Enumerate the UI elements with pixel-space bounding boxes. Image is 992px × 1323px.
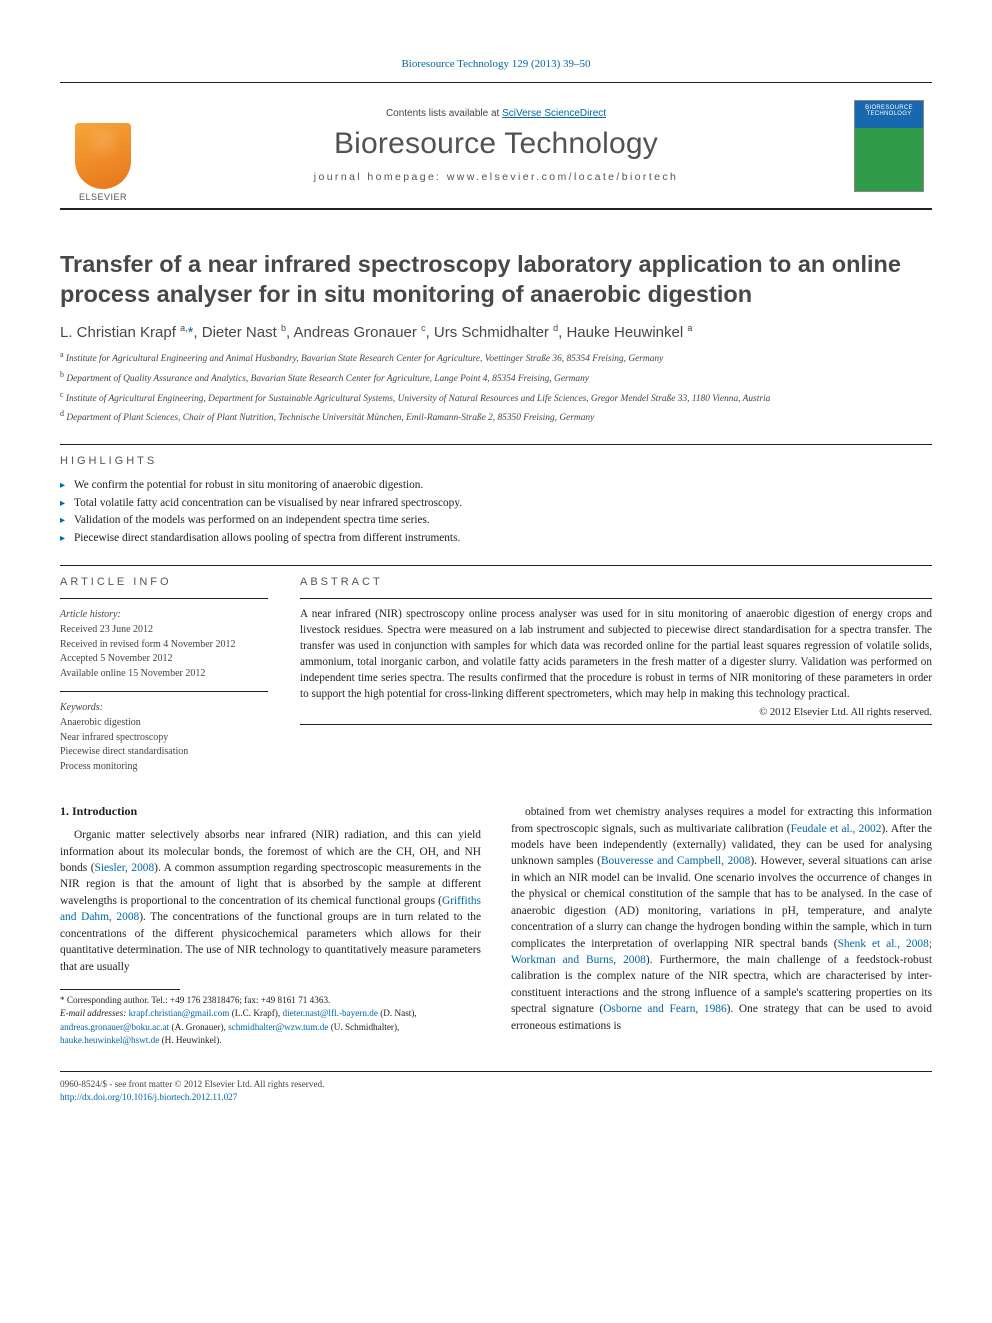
top-citation: Bioresource Technology 129 (2013) 39–50 (60, 58, 932, 70)
email-link[interactable]: hauke.heuwinkel@hswt.de (60, 1035, 159, 1045)
journal-homepage: journal homepage: www.elsevier.com/locat… (146, 171, 846, 183)
affiliation: b Department of Quality Assurance and An… (60, 369, 932, 387)
abstract-copyright: © 2012 Elsevier Ltd. All rights reserved… (300, 707, 932, 718)
cite-link[interactable]: Siesler, 2008 (95, 862, 155, 874)
journal-name: Bioresource Technology (146, 127, 846, 161)
sciencedirect-link[interactable]: SciVerse ScienceDirect (502, 108, 606, 119)
keyword-line: Process monitoring (60, 760, 268, 775)
cover-label: BIORESOURCE TECHNOLOGY (855, 105, 923, 117)
journal-cover-icon: BIORESOURCE TECHNOLOGY (854, 100, 924, 192)
cite-link[interactable]: Bouveresse and Campbell, 2008 (601, 855, 750, 867)
keyword-line: Piecewise direct standardisation (60, 745, 268, 760)
email-link[interactable]: andreas.gronauer@boku.ac.at (60, 1022, 169, 1032)
history-line: Available online 15 November 2012 (60, 667, 268, 682)
affiliation: d Department of Plant Sciences, Chair of… (60, 408, 932, 426)
footer-bar: 0960-8524/$ - see front matter © 2012 El… (60, 1071, 932, 1104)
history-line: Received 23 June 2012 (60, 623, 268, 638)
keyword-line: Anaerobic digestion (60, 716, 268, 731)
email-link[interactable]: dieter.nast@lfl.-bayern.de (282, 1008, 377, 1018)
intro-para-1: Organic matter selectively absorbs near … (60, 827, 481, 975)
publisher-label: ELSEVIER (75, 192, 131, 202)
corresponding-note: * Corresponding author. Tel.: +49 176 23… (60, 994, 481, 1007)
contents-list-line: Contents lists available at SciVerse Sci… (146, 108, 846, 119)
history-label: Article history: (60, 609, 268, 620)
abstract-heading: ABSTRACT (300, 576, 932, 588)
emails-label: E-mail addresses: (60, 1008, 126, 1018)
highlight-item: We confirm the potential for robust in s… (60, 477, 932, 495)
email-link[interactable]: krapf.christian@gmail.com (129, 1008, 230, 1018)
affiliation: a Institute for Agricultural Engineering… (60, 349, 932, 367)
keyword-line: Near infrared spectroscopy (60, 731, 268, 746)
cite-link[interactable]: Griffiths and Dahm, 2008 (60, 895, 481, 923)
highlights-heading: HIGHLIGHTS (60, 455, 932, 467)
issn-line: 0960-8524/$ - see front matter © 2012 El… (60, 1078, 932, 1091)
doi-link[interactable]: http://dx.doi.org/10.1016/j.biortech.201… (60, 1092, 237, 1102)
highlight-item: Piecewise direct standardisation allows … (60, 530, 932, 548)
contents-prefix: Contents lists available at (386, 108, 502, 119)
abstract-text: A near infrared (NIR) spectroscopy onlin… (300, 607, 932, 702)
email-link[interactable]: schmidhalter@wzw.tum.de (228, 1022, 328, 1032)
article-title: Transfer of a near infrared spectroscopy… (60, 250, 932, 309)
highlight-item: Validation of the models was performed o… (60, 512, 932, 530)
article-info-heading: ARTICLE INFO (60, 576, 268, 588)
journal-header: ELSEVIER Contents lists available at Sci… (60, 82, 932, 210)
intro-para-2: obtained from wet chemistry analyses req… (511, 804, 932, 1034)
section-1-heading: 1. Introduction (60, 804, 481, 819)
keywords-label: Keywords: (60, 702, 268, 713)
highlight-item: Total volatile fatty acid concentration … (60, 495, 932, 513)
cite-link[interactable]: Feudale et al., 2002 (791, 823, 882, 835)
cite-link[interactable]: Shenk et al., 2008; Workman and Burns, 2… (511, 938, 932, 966)
history-line: Accepted 5 November 2012 (60, 652, 268, 667)
authors-line: L. Christian Krapf a,*, Dieter Nast b, A… (60, 323, 932, 341)
cover-thumb-block: BIORESOURCE TECHNOLOGY (846, 83, 932, 208)
publisher-logo-block: ELSEVIER (60, 83, 146, 208)
emails-note: E-mail addresses: krapf.christian@gmail.… (60, 1007, 481, 1047)
affiliation: c Institute of Agricultural Engineering,… (60, 389, 932, 407)
history-line: Received in revised form 4 November 2012 (60, 638, 268, 653)
elsevier-tree-icon (75, 123, 131, 189)
cite-link[interactable]: Osborne and Fearn, 1986 (603, 1003, 726, 1015)
highlights-list: We confirm the potential for robust in s… (60, 477, 932, 547)
